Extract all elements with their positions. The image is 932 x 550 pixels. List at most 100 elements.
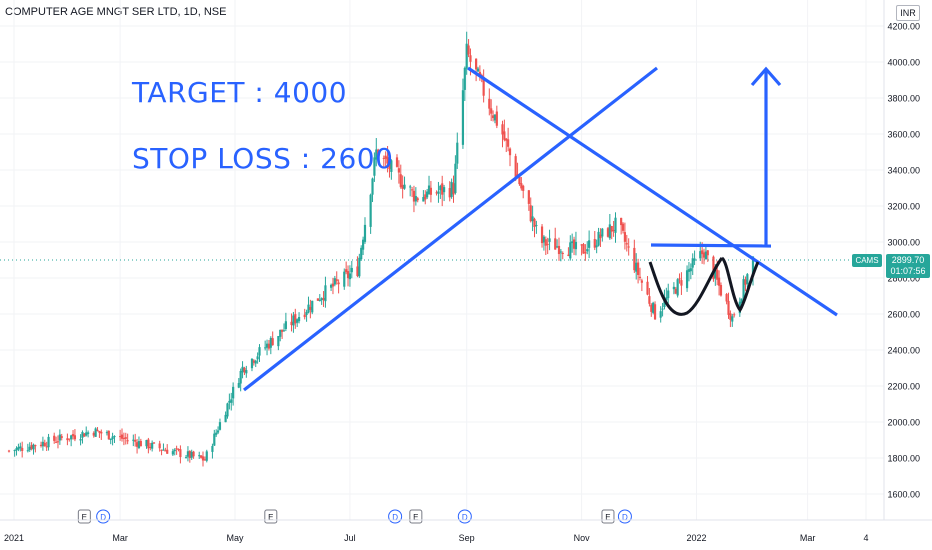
price-tag-value: 2899.70 bbox=[891, 255, 925, 265]
candle-body bbox=[21, 447, 24, 451]
trendline-support[interactable] bbox=[243, 66, 658, 392]
candle-body bbox=[636, 262, 640, 275]
candle-body bbox=[350, 267, 353, 273]
candle-body bbox=[151, 442, 154, 449]
candle-body bbox=[113, 436, 116, 438]
pattern-curve-right[interactable] bbox=[720, 256, 760, 313]
candle-body bbox=[256, 356, 259, 360]
candle-body bbox=[120, 434, 124, 439]
candle-body bbox=[32, 444, 35, 450]
candle-body bbox=[442, 187, 446, 193]
price-tick-label: 4200.00 bbox=[887, 22, 920, 32]
candle-body bbox=[216, 430, 220, 433]
price-tick-label: 1600.00 bbox=[887, 490, 920, 500]
time-tick-label: Mar bbox=[112, 533, 128, 543]
candle-body bbox=[26, 450, 29, 452]
candle-body bbox=[322, 297, 325, 301]
candle-body bbox=[501, 124, 504, 135]
price-axis[interactable]: 1600.00 1800.00 2000.00 2200.00 2400.00 2600.… bbox=[883, 0, 920, 520]
earnings-marker[interactable]: E bbox=[77, 509, 91, 524]
candle-body bbox=[184, 457, 188, 459]
candle-body bbox=[135, 442, 139, 447]
candle-body bbox=[646, 281, 649, 295]
candle-body bbox=[111, 436, 114, 440]
dividend-marker[interactable]: D bbox=[617, 509, 632, 524]
candle-body bbox=[54, 441, 58, 443]
event-marker-letter: D bbox=[392, 513, 398, 522]
candle-body bbox=[727, 300, 730, 315]
candle-body bbox=[410, 189, 414, 191]
candle-body bbox=[96, 429, 99, 431]
earnings-marker[interactable]: E bbox=[601, 509, 615, 524]
candle-body bbox=[554, 238, 557, 250]
candle-body bbox=[241, 366, 244, 373]
candle-body bbox=[205, 451, 208, 461]
candle-body bbox=[650, 304, 653, 312]
candle-body bbox=[520, 183, 523, 189]
candle-body bbox=[200, 455, 203, 458]
currency-button[interactable]: INR bbox=[896, 5, 920, 21]
candle-body bbox=[740, 298, 743, 304]
candle-body bbox=[571, 241, 574, 244]
candle-body bbox=[305, 311, 308, 315]
candle-body bbox=[192, 451, 195, 457]
pattern-curve-left[interactable] bbox=[648, 257, 724, 316]
candle-body bbox=[345, 269, 348, 273]
candle-body bbox=[329, 284, 333, 288]
candle-body bbox=[386, 157, 389, 164]
candle-body bbox=[139, 441, 142, 447]
candle-body bbox=[561, 252, 564, 254]
candle-body bbox=[548, 238, 551, 242]
candle-body bbox=[731, 316, 734, 322]
dividend-marker[interactable]: D bbox=[457, 509, 472, 524]
candle-body bbox=[296, 319, 299, 323]
candle-body bbox=[17, 447, 20, 450]
candle-body bbox=[652, 302, 655, 313]
candle-body bbox=[633, 247, 636, 271]
candle-body bbox=[452, 183, 455, 195]
candle-body bbox=[659, 311, 662, 318]
event-marker-letter: E bbox=[268, 513, 273, 522]
candle-body bbox=[360, 247, 363, 260]
candle-body bbox=[476, 68, 480, 72]
candle-body bbox=[448, 188, 451, 198]
candle-body bbox=[663, 298, 666, 308]
candle-body bbox=[533, 218, 536, 227]
time-axis[interactable]: 2021 Mar May Jul Sep Nov 2022 Mar 4 bbox=[0, 519, 932, 543]
candle-body bbox=[19, 446, 22, 449]
candle-body bbox=[426, 191, 429, 198]
candle-body bbox=[371, 178, 374, 195]
candle-body bbox=[454, 163, 457, 193]
candle-body bbox=[463, 67, 466, 90]
candle-body bbox=[665, 297, 668, 301]
candle-body bbox=[687, 269, 691, 272]
candle-body bbox=[653, 304, 657, 320]
earnings-marker[interactable]: E bbox=[409, 509, 423, 524]
candle-body bbox=[456, 142, 459, 164]
candle-body bbox=[375, 149, 378, 160]
candle-body bbox=[335, 279, 338, 282]
candle-body bbox=[559, 251, 562, 253]
candle-body bbox=[158, 443, 161, 449]
grid bbox=[0, 0, 884, 520]
candle-body bbox=[94, 428, 97, 437]
candle-body bbox=[71, 434, 75, 437]
time-tick-label: Sep bbox=[459, 533, 475, 543]
dividend-marker[interactable]: D bbox=[96, 509, 111, 524]
candle-body bbox=[416, 198, 419, 201]
candle-body bbox=[166, 449, 169, 454]
earnings-marker[interactable]: E bbox=[264, 509, 278, 524]
candle-body bbox=[580, 244, 583, 246]
candle-body bbox=[56, 441, 60, 443]
dividend-marker[interactable]: D bbox=[388, 509, 403, 524]
neckline[interactable] bbox=[650, 243, 772, 248]
candle-body bbox=[333, 278, 336, 285]
candle-body bbox=[507, 139, 510, 147]
price-tick-label: 2800.00 bbox=[887, 274, 920, 284]
trendline-resistance[interactable] bbox=[467, 66, 838, 317]
candle-body bbox=[124, 437, 127, 439]
stop-loss-label: STOP LOSS : 2600 bbox=[132, 142, 394, 175]
candle-body bbox=[719, 284, 723, 296]
candle-body bbox=[621, 223, 625, 231]
